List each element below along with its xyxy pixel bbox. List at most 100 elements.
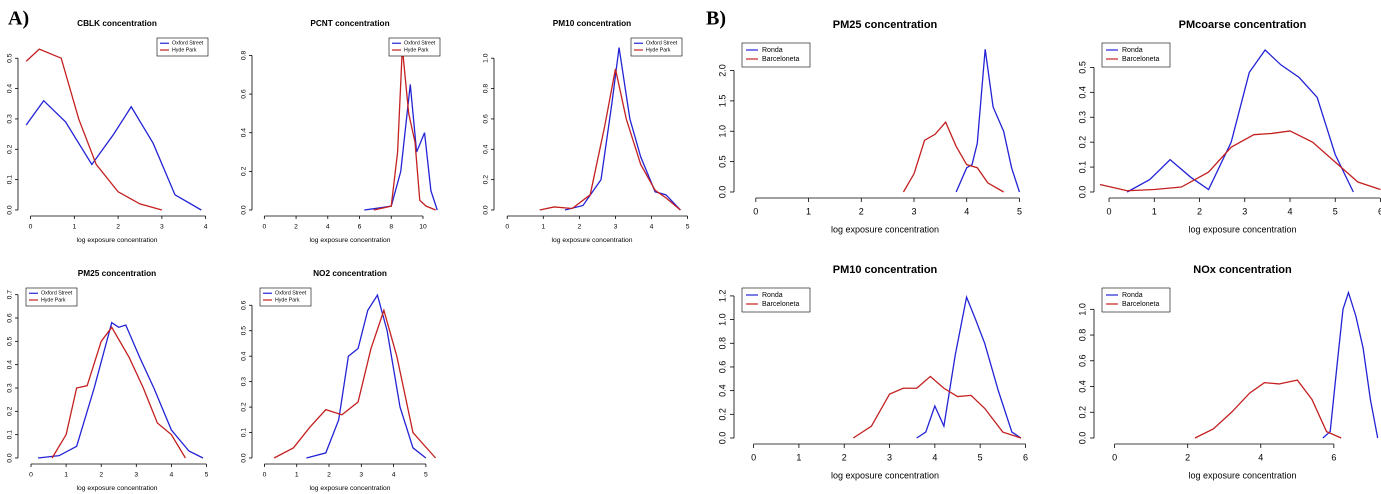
y-tick-label: 0.2	[1077, 136, 1087, 149]
legend-label: Oxford Street	[172, 41, 204, 47]
x-tick-label: 0	[263, 471, 267, 478]
y-tick-label: 0.8	[717, 337, 727, 350]
density-line	[916, 294, 1022, 439]
chart-title: CBLK concentration	[77, 19, 157, 28]
legend-label: Barceloneta	[1122, 56, 1159, 63]
y-tick-label: 0.0	[1077, 432, 1087, 445]
legend-label: Ronda	[762, 47, 783, 54]
x-tick-label: 3	[887, 452, 892, 462]
y-tick-label: 0.4	[241, 128, 248, 138]
x-tick-label: 4	[1287, 206, 1292, 216]
legend-box	[156, 37, 209, 57]
legend-label: Oxford Street	[41, 291, 73, 297]
density-line	[539, 68, 681, 211]
y-tick-label: 0.4	[1077, 380, 1087, 393]
x-tick-label: 3	[134, 471, 138, 478]
x-tick-label: 3	[614, 223, 618, 230]
y-tick-label: 0.4	[241, 351, 248, 361]
x-axis-label: log exposure concentration	[551, 237, 632, 244]
chart: PM10 concentration 0 1 2 3 4 5 log exposure con…	[483, 19, 690, 244]
x-tick-label: 0	[753, 206, 758, 216]
x-tick-label: 1	[295, 471, 299, 478]
x-tick-label: 5	[1017, 206, 1022, 216]
density-line	[1099, 130, 1381, 192]
y-tick-label: 0.6	[1077, 355, 1087, 368]
y-tick-label: 0.4	[7, 360, 14, 370]
x-tick-label: 1	[64, 471, 68, 478]
chart-title: PM25 concentration	[833, 19, 938, 31]
y-tick-label: 0.4	[717, 384, 727, 397]
legend-label: Ronda	[762, 292, 783, 299]
density-line	[373, 47, 436, 211]
y-tick-label: 0.6	[483, 114, 490, 124]
y-tick-label: 0.6	[7, 313, 14, 323]
x-axis-label: log exposure concentration	[1188, 470, 1296, 480]
x-tick-label: 4	[650, 223, 654, 230]
legend-box	[741, 42, 811, 68]
y-tick-label: 0.3	[241, 377, 248, 387]
x-tick-label: 5	[205, 471, 209, 478]
chart: PM25 concentration 0 1 2 3 4 5 log exposure con…	[7, 269, 209, 492]
density-line	[852, 375, 1022, 439]
y-tick-label: 0.1	[7, 430, 14, 440]
y-tick-label: 1.0	[483, 53, 490, 63]
y-tick-label: 0.1	[241, 428, 248, 438]
x-tick-label: 3	[160, 223, 164, 230]
legend-label: Hyde Park	[646, 47, 671, 53]
chart: NOx concentration 0 2 4 6 log exposure concen…	[1077, 264, 1379, 480]
x-tick-label: 6	[1023, 452, 1028, 462]
y-tick-label: 0.5	[7, 336, 14, 346]
x-axis-label: log exposure concentration	[831, 224, 939, 234]
legend-box	[388, 37, 441, 57]
chart-title: NOx concentration	[1193, 264, 1292, 276]
x-tick-label: 4	[932, 452, 937, 462]
y-tick-label: 0.5	[7, 53, 14, 63]
x-tick-label: 4	[964, 206, 969, 216]
x-tick-label: 2	[1185, 452, 1190, 462]
y-tick-label: 0.5	[1077, 61, 1087, 74]
x-tick-label: 0	[751, 452, 756, 462]
density-line	[955, 49, 1021, 193]
y-tick-label: 0.2	[7, 144, 14, 154]
legend-label: Ronda	[1122, 47, 1143, 54]
y-tick-label: 0.6	[241, 89, 248, 99]
y-tick-label: 0.7	[7, 290, 14, 300]
x-tick-label: 5	[978, 452, 983, 462]
x-tick-label: 0	[1112, 452, 1117, 462]
legend-label: Hyde Park	[275, 297, 300, 303]
y-tick-label: 0.4	[1077, 86, 1087, 99]
x-tick-label: 2	[99, 471, 103, 478]
y-tick-label: 0.0	[1077, 186, 1087, 199]
legend-label: Oxford Street	[275, 291, 307, 297]
x-tick-label: 3	[1242, 206, 1247, 216]
x-tick-label: 1	[541, 223, 545, 230]
x-axis-label: log exposure concentration	[309, 485, 390, 492]
legend-label: Oxford Street	[646, 41, 678, 47]
y-tick-label: 0.1	[1077, 161, 1087, 174]
x-tick-label: 5	[686, 223, 690, 230]
x-tick-label: 1	[1152, 206, 1157, 216]
chart: PCNT concentration 0 2 4 6 8 10 log exposure co…	[241, 19, 441, 244]
y-tick-label: 0.4	[7, 84, 14, 94]
y-tick-label: 0.6	[241, 300, 248, 310]
y-tick-label: 0.0	[241, 453, 248, 463]
density-line	[564, 47, 681, 211]
chart: NO2 concentration 0 1 2 3 4 5 log exposure conc…	[241, 269, 437, 492]
density-line	[1126, 48, 1354, 193]
x-tick-label: 2	[842, 452, 847, 462]
chart: PM25 concentration 0 1 2 3 4 5 log exposure con…	[717, 19, 1022, 234]
x-tick-label: 5	[424, 471, 428, 478]
y-tick-label: 0.8	[241, 51, 248, 61]
y-tick-label: 1.2	[717, 290, 727, 303]
y-tick-label: 0.0	[717, 186, 727, 199]
density-line	[1322, 290, 1379, 439]
chart: PM10 concentration 0 1 2 3 4 5 6 log exposure co…	[717, 264, 1028, 480]
legend-box	[1101, 287, 1171, 313]
x-tick-label: 0	[505, 223, 509, 230]
density-line	[273, 308, 437, 459]
density-line	[37, 321, 204, 459]
x-tick-label: 2	[577, 223, 581, 230]
x-axis-label: log exposure concentration	[831, 470, 939, 480]
y-tick-label: 0.2	[1077, 406, 1087, 419]
